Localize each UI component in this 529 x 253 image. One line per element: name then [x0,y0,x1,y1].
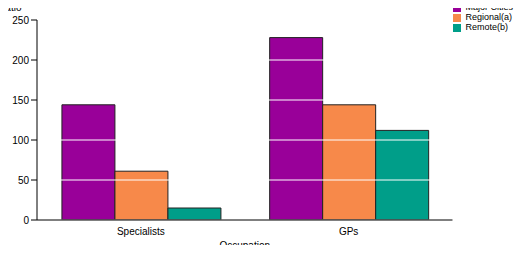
svg-text:150: 150 [12,95,29,106]
html-text:Regional(a): Regional(a) [465,12,512,22]
svg-text:Occupation: Occupation [219,240,270,245]
svg-text:250: 250 [12,15,29,26]
svg-text:50: 50 [18,175,30,186]
svg-text:200: 200 [12,55,29,66]
svg-text:0: 0 [23,215,29,226]
html-text:Remote(b): Remote(b) [465,22,508,32]
svg-text:GPs: GPs [339,226,358,237]
html-text:ratio: ratio [2,2,22,13]
svg-text:Specialists: Specialists [117,226,165,237]
svg-text:100: 100 [12,135,29,146]
html-text:Major Cities: Major Cities [465,2,513,12]
